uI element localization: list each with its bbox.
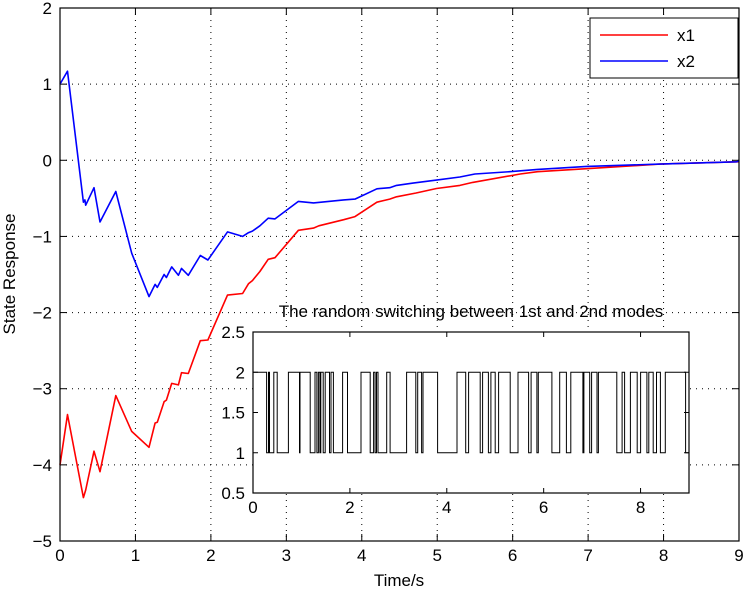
legend-label-x2: x2 bbox=[677, 52, 695, 71]
x-tick-label: 2 bbox=[345, 498, 354, 517]
y-tick-label: −2 bbox=[33, 304, 52, 323]
x-tick-label: 5 bbox=[432, 546, 441, 565]
x-axis-label: Time/s bbox=[374, 571, 424, 590]
legend-box bbox=[589, 17, 739, 79]
x-tick-label: 1 bbox=[131, 546, 140, 565]
x-tick-label: 0 bbox=[55, 546, 64, 565]
x-tick-label: 4 bbox=[442, 498, 451, 517]
x-tick-label: 6 bbox=[539, 498, 548, 517]
y-tick-label: 2 bbox=[236, 363, 245, 382]
x-tick-label: 2 bbox=[206, 546, 215, 565]
y-tick-label: 0 bbox=[43, 151, 52, 170]
x-tick-label: 9 bbox=[734, 546, 743, 565]
y-tick-label: 1 bbox=[236, 444, 245, 463]
y-tick-label: −4 bbox=[33, 456, 52, 475]
y-tick-label: 1 bbox=[43, 75, 52, 94]
x-tick-label: 8 bbox=[659, 546, 668, 565]
x-tick-label: 6 bbox=[508, 546, 517, 565]
y-tick-label: 2.5 bbox=[221, 323, 245, 342]
y-tick-label: 1.5 bbox=[221, 404, 245, 423]
y-tick-label: −1 bbox=[33, 227, 52, 246]
y-tick-label: −3 bbox=[33, 380, 52, 399]
switching-signal-line bbox=[253, 371, 689, 454]
legend-label-x1: x1 bbox=[677, 26, 695, 45]
y-tick-label: 2 bbox=[43, 0, 52, 18]
y-axis-label: State Response bbox=[0, 214, 19, 335]
inset-title: The random switching between 1st and 2nd… bbox=[279, 302, 664, 321]
axes-frame bbox=[59, 7, 740, 542]
series-line-x1 bbox=[59, 161, 739, 499]
x-tick-label: 0 bbox=[248, 498, 257, 517]
x-tick-label: 3 bbox=[282, 546, 291, 565]
y-tick-label: 0.5 bbox=[221, 484, 245, 503]
y-tick-label: −5 bbox=[33, 532, 52, 551]
x-tick-label: 4 bbox=[357, 546, 366, 565]
inset-axes-frame bbox=[252, 331, 690, 494]
x-tick-label: 7 bbox=[583, 546, 592, 565]
inset-chart: 0 2 4 6 8 0.5 1 1.5 2 2.5 bbox=[221, 323, 690, 517]
x-tick-label: 8 bbox=[636, 498, 645, 517]
series-line-x2 bbox=[59, 70, 740, 298]
